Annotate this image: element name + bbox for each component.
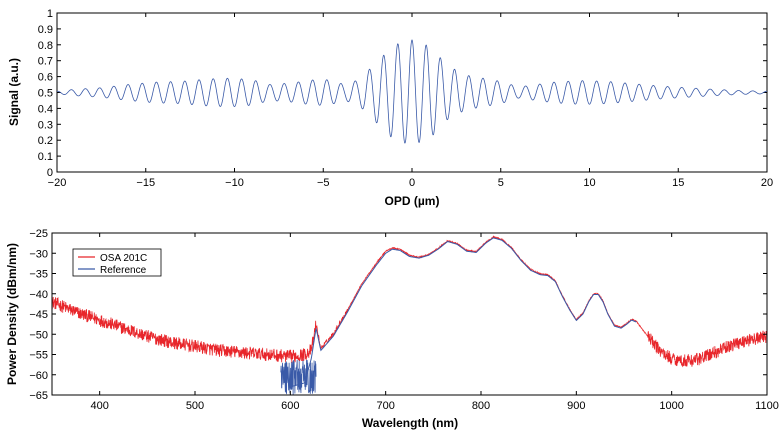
spectrum-panel: 400 500 600 700 800 900 1000 1100 −65 −60 −55 −50 −4…	[5, 228, 779, 430]
spectrum-x-tick-label: 400	[90, 400, 108, 412]
interferogram-x-tick-label: −5	[317, 177, 330, 189]
interferogram-y-tick-label: 0.5	[38, 88, 53, 100]
interferogram-tick-labels: −20 −15 −10 −5 0 5 10 15 20 0 0.1 0.2 0.3 0.4 0.5 0.6 0.…	[38, 8, 773, 189]
interferogram-x-tick-label: −20	[48, 177, 67, 189]
interferogram-x-tick-label: 0	[409, 177, 415, 189]
interferogram-x-tick-label: −10	[225, 177, 244, 189]
interferogram-x-tick-label: 5	[498, 177, 504, 189]
spectrum-x-tick-label: 1000	[659, 400, 683, 412]
spectrum-x-tick-label: 700	[376, 400, 394, 412]
interferogram-y-tick-label: 0.9	[38, 24, 53, 36]
osa-201c-series-line	[52, 235, 767, 368]
interferogram-x-tick-label: −15	[136, 177, 155, 189]
interferogram-y-tick-label: 0.6	[38, 72, 53, 84]
spectrum-series-group	[52, 235, 767, 395]
spectrum-y-tick-label: −35	[29, 269, 48, 281]
spectrum-x-tick-label: 1100	[755, 400, 779, 412]
spectrum-y-axis-title: Power Density (dBm/nm)	[5, 243, 19, 385]
interferogram-ticks	[56, 12, 768, 173]
spectrum-x-tick-label: 800	[472, 400, 490, 412]
spectrum-x-tick-label: 500	[186, 400, 204, 412]
spectrum-y-tick-label: −45	[29, 309, 48, 321]
interferogram-panel: −20 −15 −10 −5 0 5 10 15 20 0 0.1 0.2 0.3 0.4 0.5 0.6 0.…	[7, 8, 773, 208]
spectrum-x-tick-label: 600	[281, 400, 299, 412]
interferogram-series-line	[56, 39, 767, 144]
legend-label-osa-201c: OSA 201C	[100, 253, 147, 264]
spectrum-tick-labels: 400 500 600 700 800 900 1000 1100 −65 −60 −55 −50 −4…	[29, 228, 779, 412]
spectrum-x-axis-title: Wavelength (nm)	[362, 416, 458, 430]
interferogram-y-tick-label: 0.3	[38, 119, 53, 131]
spectrum-y-tick-label: −60	[29, 370, 48, 382]
interferogram-y-tick-label: 0.7	[38, 56, 53, 68]
spectrum-ticks	[52, 232, 768, 396]
interferogram-y-tick-label: 0.1	[38, 151, 53, 163]
interferogram-y-tick-label: 1	[47, 8, 53, 20]
spectrum-y-tick-label: −25	[29, 228, 48, 240]
spectrum-x-tick-label: 900	[567, 400, 585, 412]
interferogram-y-tick-label: 0.4	[38, 103, 53, 115]
interferogram-x-tick-label: 15	[672, 177, 684, 189]
spectrum-y-tick-label: −65	[29, 390, 48, 402]
spectrum-legend: OSA 201C Reference	[72, 248, 162, 277]
interferogram-plot-frame	[56, 12, 768, 173]
spectrum-y-tick-label: −55	[29, 350, 48, 362]
interferogram-x-axis-title: OPD (µm)	[385, 194, 440, 208]
interferogram-y-tick-label: 0.8	[38, 40, 53, 52]
interferogram-y-axis-title: Signal (a.u.)	[7, 58, 21, 126]
spectrum-y-tick-label: −50	[29, 329, 48, 341]
reference-series-line	[290, 237, 637, 388]
interferogram-x-tick-label: 20	[761, 177, 773, 189]
reference-noise-trace	[280, 359, 317, 395]
interferogram-y-tick-label: 0.2	[38, 135, 53, 147]
legend-box	[72, 248, 162, 277]
interferogram-y-tick-label: 0	[47, 167, 53, 179]
spectrum-y-tick-label: −40	[29, 289, 48, 301]
interferogram-x-tick-label: 10	[583, 177, 595, 189]
legend-label-reference: Reference	[100, 265, 147, 276]
spectrum-y-tick-label: −30	[29, 248, 48, 260]
